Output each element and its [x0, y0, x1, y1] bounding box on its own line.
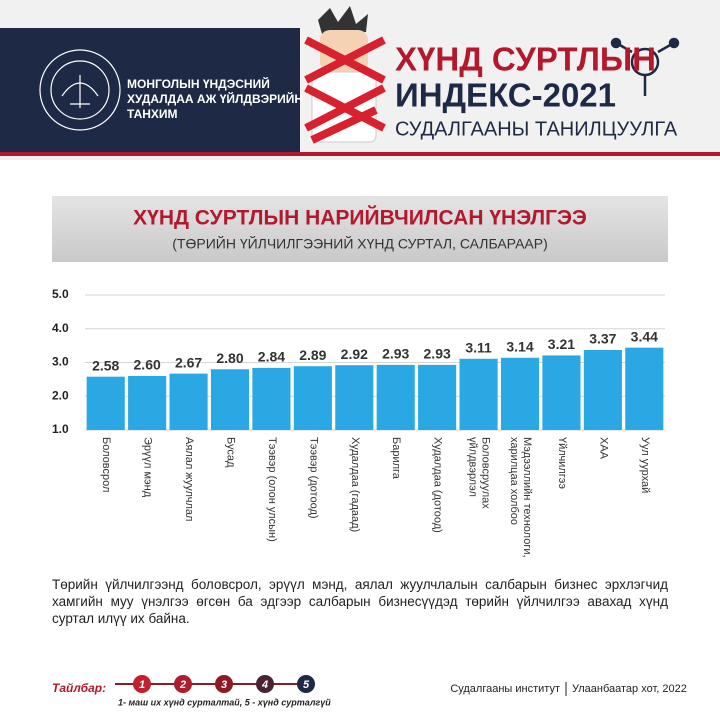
- y-tick-label: 4.0: [52, 321, 69, 335]
- bar: [625, 347, 664, 430]
- legend-text: 1- маш их хүнд сурталтай, 5 - хүнд сурта…: [118, 697, 331, 707]
- value-label: 2.89: [299, 347, 326, 363]
- chart-title: ХҮНД СУРТЛЫН НАРИЙВЧИЛСАН ҮНЭЛГЭЭ: [133, 206, 587, 230]
- bar: [252, 367, 291, 430]
- header-title: ИНДЕКС-2021: [395, 77, 616, 114]
- y-tick-label: 2.0: [52, 388, 69, 402]
- y-tick-label: 3.0: [52, 355, 69, 369]
- legend-number: 1: [139, 679, 145, 691]
- bar: [86, 376, 125, 430]
- header-subtitle: СУДАЛГААНЫ ТАНИЛЦУУЛГА: [395, 118, 678, 140]
- network-icon: [610, 37, 680, 96]
- value-label: 3.11: [465, 339, 492, 355]
- note: Төрийн үйлчилгээнд боловсрол, эрүүл мэнд…: [52, 577, 668, 626]
- bar: [128, 376, 167, 430]
- header-rule: [0, 152, 720, 156]
- legend-label: Тайлбар:: [52, 681, 106, 695]
- value-label: 2.58: [92, 357, 119, 373]
- value-label: 2.92: [341, 346, 368, 362]
- org-name: ХУДАЛДАА АЖ ҮЙЛДВЭРИЙН: [127, 91, 303, 106]
- bar: [376, 364, 415, 430]
- bar: [418, 364, 457, 430]
- bar: [500, 357, 540, 430]
- value-label: 3.44: [631, 328, 658, 344]
- value-label: 2.67: [175, 354, 202, 370]
- value-label: 2.93: [424, 346, 451, 362]
- title-box: [52, 196, 668, 262]
- x-tick-label: Боловсрол: [100, 437, 113, 493]
- value-label: 2.80: [216, 350, 243, 366]
- y-tick-label: 5.0: [52, 287, 69, 301]
- bar: [583, 350, 622, 430]
- header-band: [0, 28, 300, 156]
- legend-number: 5: [303, 679, 310, 691]
- header-title: ХҮНД СУРТЛЫН: [395, 41, 656, 78]
- x-tick-label: Эрүүл мэнд: [141, 437, 154, 498]
- org-name: ТАНХИМ: [127, 107, 178, 121]
- bar: [335, 365, 374, 430]
- bar: [459, 358, 498, 430]
- legend-dot: [133, 675, 151, 693]
- chart-subtitle: (ТӨРИЙН ҮЙЛЧИЛГЭЭНИЙ ХҮНД СУРТАЛ, САЛБАР…: [172, 235, 548, 252]
- bar: [293, 366, 332, 430]
- x-tick-label: Худалдаа (гадаад): [348, 437, 361, 533]
- x-tick-label: Аялал жуулчлал: [183, 437, 196, 522]
- legend-dot: [215, 675, 233, 693]
- value-label: 2.93: [382, 346, 409, 362]
- legend-number: 3: [221, 679, 227, 691]
- x-tick-label: ХАА: [597, 437, 610, 460]
- footer-place: Улаанбаатар хот, 2022: [572, 683, 687, 695]
- bar: [169, 373, 208, 430]
- logo: [39, 49, 121, 131]
- legend-number: 2: [179, 679, 186, 691]
- legend-dot: [174, 675, 192, 693]
- x-tick-label: Худалдаа (дотоод): [431, 437, 444, 533]
- bar: [210, 369, 250, 430]
- legend-dot: [256, 675, 274, 693]
- org-name: МОНГОЛЫН ҮНДЭСНИЙ: [127, 76, 270, 91]
- bar: [542, 355, 581, 430]
- y-tick-label: 1.0: [52, 422, 69, 436]
- value-label: 2.84: [258, 349, 285, 365]
- x-tick-label: Тээвэр (дотоод): [307, 437, 320, 519]
- x-tick-label: Уул уурхай: [638, 437, 651, 494]
- legend-dot: [297, 675, 315, 693]
- x-tick-label: Мэдээллийн технологи, харилцаа холбоо: [508, 437, 533, 558]
- legend-number: 4: [261, 679, 268, 691]
- x-tick-label: Тээвэр (олон улсын): [265, 437, 278, 542]
- value-label: 3.37: [589, 331, 616, 347]
- value-label: 3.21: [548, 336, 575, 352]
- value-label: 3.14: [506, 338, 533, 354]
- x-tick-label: Үйлчилгээ: [555, 437, 568, 489]
- cartoon: [304, 6, 386, 144]
- x-tick-label: Боловсруулах үйлдвэрлэл: [466, 437, 492, 509]
- footer-source: Судалгааны институт: [450, 683, 560, 695]
- x-tick-label: Барилга: [390, 437, 403, 479]
- x-tick-label: Бусад: [224, 437, 237, 468]
- value-label: 2.60: [134, 357, 161, 373]
